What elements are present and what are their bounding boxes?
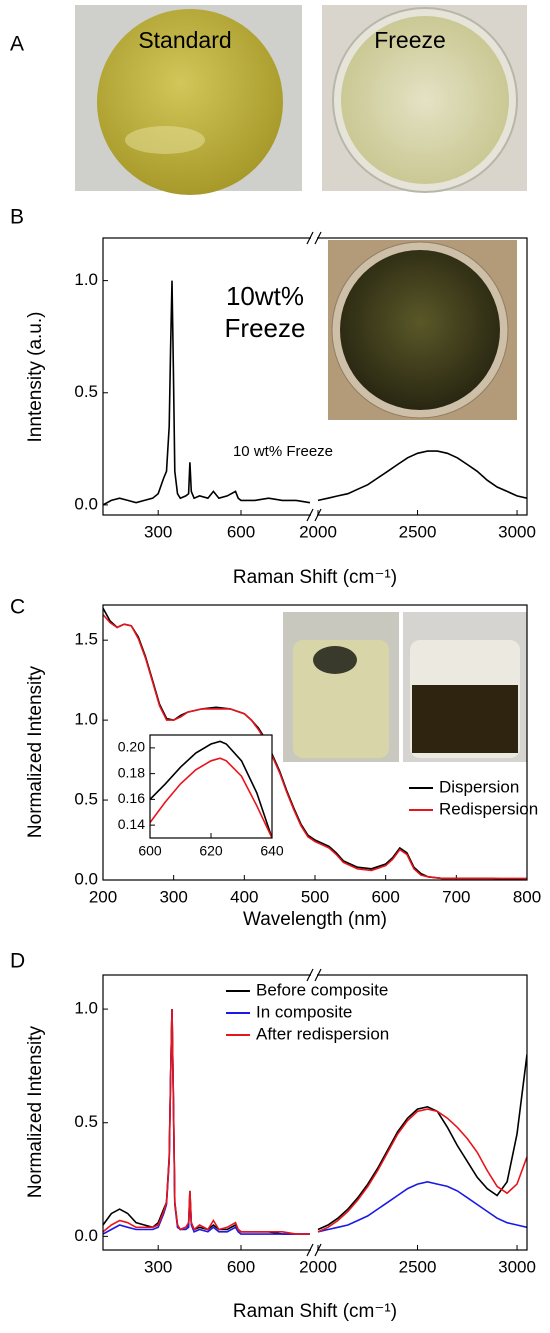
data-line bbox=[317, 1054, 527, 1231]
x-axis-label: Raman Shift (cm⁻¹) bbox=[233, 567, 397, 588]
data-line bbox=[103, 1009, 310, 1235]
x-tick-label: 400 bbox=[230, 887, 258, 906]
reflection bbox=[125, 126, 205, 154]
x-tick-label: 640 bbox=[260, 843, 284, 859]
data-line bbox=[103, 1009, 310, 1235]
panel-label: C bbox=[10, 596, 25, 619]
legend-label: After redispersion bbox=[256, 1024, 389, 1043]
y-tick-label: 0.18 bbox=[118, 764, 145, 780]
y-tick-label: 1.0 bbox=[74, 710, 98, 729]
x-tick-label: 300 bbox=[144, 1257, 172, 1276]
panel-label: D bbox=[10, 950, 25, 973]
plot-frame bbox=[102, 604, 528, 881]
dish-freeze bbox=[341, 16, 509, 184]
y-tick-label: 0.0 bbox=[74, 494, 98, 513]
x-tick-label: 2500 bbox=[399, 522, 437, 541]
inset-background bbox=[150, 735, 272, 838]
axis-break-mark bbox=[306, 508, 314, 522]
y-tick-label: 0.0 bbox=[74, 869, 98, 888]
photo-caption: Standard bbox=[138, 27, 231, 53]
data-line bbox=[317, 1108, 527, 1233]
x-tick-label: 2000 bbox=[299, 522, 337, 541]
data-line bbox=[317, 450, 527, 502]
y-tick-label: 0.20 bbox=[118, 739, 145, 755]
annotation: 10wt% bbox=[226, 281, 304, 311]
y-tick-label: 0.16 bbox=[118, 790, 145, 806]
x-tick-label: 200 bbox=[89, 887, 117, 906]
x-tick-label: 600 bbox=[227, 1257, 255, 1276]
x-tick-label: 300 bbox=[144, 522, 172, 541]
axis-break-mark bbox=[306, 968, 314, 982]
vial-content bbox=[412, 685, 518, 753]
plot-frame bbox=[149, 734, 273, 839]
x-tick-label: 3000 bbox=[498, 1257, 536, 1276]
y-tick-label: 0.5 bbox=[74, 790, 98, 809]
vial-content bbox=[313, 646, 357, 674]
y-tick-label: 1.5 bbox=[74, 630, 98, 649]
inset-dish bbox=[340, 250, 500, 410]
axis-break-gap bbox=[311, 236, 317, 240]
axis-break-mark bbox=[306, 231, 314, 245]
data-line bbox=[150, 740, 272, 838]
data-line bbox=[150, 757, 272, 838]
x-tick-label: 2000 bbox=[299, 1257, 337, 1276]
axis-break-mark bbox=[314, 508, 322, 522]
y-tick-label: 0.0 bbox=[74, 1226, 98, 1245]
vial bbox=[293, 640, 389, 758]
data-line bbox=[103, 280, 311, 506]
x-tick-label: 700 bbox=[442, 887, 470, 906]
axis-break-mark bbox=[314, 231, 322, 245]
x-tick-label: 500 bbox=[301, 887, 329, 906]
x-tick-label: 300 bbox=[159, 887, 187, 906]
legend-label: Redispersion bbox=[439, 799, 538, 818]
legend-label: In composite bbox=[256, 1002, 352, 1021]
x-tick-label: 800 bbox=[513, 887, 541, 906]
axis-break-gap bbox=[311, 1248, 317, 1252]
y-tick-label: 1.0 bbox=[74, 999, 98, 1018]
y-tick-label: 0.5 bbox=[74, 1112, 98, 1131]
x-tick-label: 600 bbox=[227, 522, 255, 541]
axis-break-mark bbox=[314, 1243, 322, 1257]
x-tick-label: 600 bbox=[138, 843, 162, 859]
y-axis-label: Inntensity (a.u.) bbox=[25, 312, 46, 443]
y-tick-label: 1.0 bbox=[74, 270, 98, 289]
axis-break-gap bbox=[311, 513, 317, 517]
x-tick-label: 3000 bbox=[498, 522, 536, 541]
annotation: Freeze bbox=[225, 313, 306, 343]
data-line bbox=[103, 614, 527, 880]
y-tick-label: 0.14 bbox=[118, 816, 145, 832]
x-axis-label: Raman Shift (cm⁻¹) bbox=[233, 1301, 397, 1322]
photo-caption: Freeze bbox=[374, 27, 446, 53]
axis-break-gap bbox=[311, 973, 317, 977]
axis-break-mark bbox=[314, 968, 322, 982]
panel-label: A bbox=[10, 33, 24, 56]
data-line bbox=[317, 1180, 527, 1233]
axis-break-mark bbox=[306, 1243, 314, 1257]
y-tick-label: 0.5 bbox=[74, 382, 98, 401]
panel-label: B bbox=[10, 206, 24, 229]
y-axis-label: Normalized Intensity bbox=[25, 1025, 46, 1198]
y-axis-label: Normalized Intensity bbox=[25, 665, 46, 838]
x-axis-label: Wavelength (nm) bbox=[243, 909, 387, 930]
annotation: 10 wt% Freeze bbox=[233, 443, 333, 460]
x-tick-label: 600 bbox=[371, 887, 399, 906]
x-tick-label: 620 bbox=[199, 843, 223, 859]
x-tick-label: 2500 bbox=[399, 1257, 437, 1276]
plots: 0.0 0.5 1.0 300 600 2000 2500 3000 10wt%Freeze 10… bbox=[74, 231, 541, 1276]
legend-label: Before composite bbox=[256, 980, 388, 999]
legend-label: Dispersion bbox=[439, 777, 519, 796]
